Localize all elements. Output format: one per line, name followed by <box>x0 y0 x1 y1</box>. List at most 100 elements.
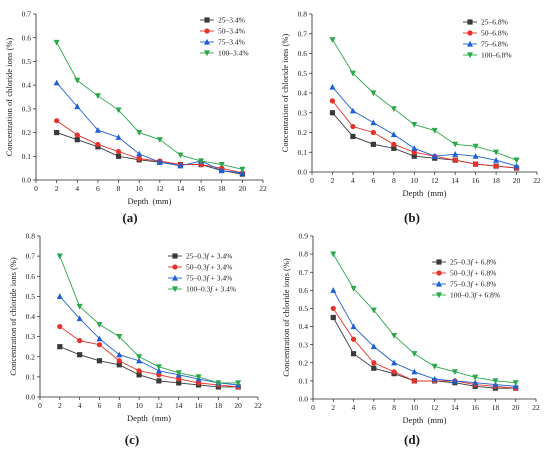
data-point-2-1 <box>350 323 357 330</box>
x-tick-label: 22 <box>533 176 541 185</box>
data-point-1-4 <box>411 149 417 155</box>
x-tick-label: 8 <box>392 403 396 412</box>
x-tick-label: 8 <box>392 176 396 185</box>
x-tick-label: 2 <box>55 184 59 193</box>
data-point-3-5 <box>155 364 162 371</box>
y-tick-label: 0.3 <box>22 104 32 113</box>
data-point-1-0 <box>329 98 336 104</box>
x-tick-label: 12 <box>431 176 439 185</box>
x-tick-label: 8 <box>117 184 121 193</box>
y-tick-label: 0.7 <box>26 252 36 261</box>
data-point-2-2 <box>96 335 103 342</box>
y-tick-label: 0.1 <box>298 148 308 157</box>
x-axis-title: Depth (mm) <box>403 415 447 425</box>
data-point-2-4 <box>136 150 143 157</box>
data-point-3-9 <box>512 380 519 386</box>
x-axis-title: Depth (mm) <box>127 413 171 423</box>
data-point-1-0 <box>57 323 63 330</box>
legend-marker <box>467 52 473 59</box>
x-tick-label: 20 <box>513 176 521 185</box>
y-tick-label: 0.4 <box>22 81 32 90</box>
data-point-1-3 <box>391 369 397 375</box>
series-line-3 <box>332 39 517 161</box>
x-tick-label: 6 <box>371 176 375 185</box>
data-point-2-3 <box>390 131 397 138</box>
x-tick-label: 22 <box>259 184 267 193</box>
legend-label: 75–0.3f + 3.4% <box>186 274 232 283</box>
data-point-3-7 <box>472 374 479 381</box>
panel-label: (a) <box>122 210 137 225</box>
legend-label: 25–6.8% <box>481 18 508 27</box>
data-point-1-5 <box>156 372 162 378</box>
data-point-3-9 <box>239 166 246 173</box>
x-tick-label: 10 <box>135 184 143 193</box>
data-point-2-1 <box>74 103 81 110</box>
y-tick-label: 0.1 <box>299 376 309 385</box>
x-axis-title: Depth (mm) <box>128 196 172 206</box>
data-point-3-5 <box>431 363 438 370</box>
y-tick-label: 0.8 <box>26 232 36 241</box>
x-tick-label: 16 <box>471 403 479 412</box>
y-tick-label: 0.6 <box>26 272 36 281</box>
data-point-3-6 <box>452 141 459 148</box>
legend-label: 75–3.4% <box>218 38 245 47</box>
data-point-1-2 <box>95 141 101 148</box>
legend-marker <box>172 274 178 281</box>
data-point-2-2 <box>94 127 101 133</box>
data-point-3-8 <box>492 378 499 385</box>
data-point-2-8 <box>492 381 499 388</box>
data-point-1-4 <box>136 156 142 162</box>
data-point-3-9 <box>513 157 520 164</box>
y-tick-label: 0.0 <box>298 168 308 177</box>
x-tick-label: 2 <box>331 403 335 412</box>
data-point-0-1 <box>74 137 80 143</box>
data-point-2-3 <box>391 359 398 366</box>
panel-label: (b) <box>404 210 420 225</box>
y-tick-label: 0.8 <box>299 250 309 259</box>
legend-label: 25–0.3f + 3.4% <box>186 252 232 261</box>
data-point-3-3 <box>391 333 398 339</box>
data-point-3-4 <box>136 354 143 360</box>
legend-label: 75–0.3f + 6.8% <box>450 280 496 289</box>
data-point-0-0 <box>329 110 336 116</box>
y-tick-label: 0.0 <box>299 395 309 404</box>
data-point-3-6 <box>177 152 184 159</box>
x-tick-label: 12 <box>156 184 164 193</box>
data-point-0-2 <box>371 365 377 371</box>
series-line-3 <box>56 42 243 170</box>
y-tick-label: 0.3 <box>26 332 36 341</box>
legend-marker <box>467 40 473 47</box>
y-tick-label: 0.7 <box>298 29 308 38</box>
series-line-3 <box>59 255 239 384</box>
x-tick-label: 4 <box>351 176 355 185</box>
data-point-2-5 <box>431 153 438 159</box>
y-tick-label: 0.4 <box>299 322 309 331</box>
series-line-2 <box>332 86 517 167</box>
data-point-3-9 <box>235 380 242 387</box>
y-tick-label: 0.3 <box>299 340 309 349</box>
x-tick-label: 6 <box>372 403 376 412</box>
data-point-2-5 <box>155 367 162 374</box>
y-tick-label: 0.1 <box>26 372 36 381</box>
data-point-2-0 <box>329 83 336 90</box>
data-point-2-7 <box>472 379 479 386</box>
legend-label: 100–3.4% <box>218 49 249 58</box>
x-tick-label: 16 <box>472 176 480 185</box>
x-tick-label: 4 <box>352 403 356 412</box>
data-point-2-9 <box>512 383 519 389</box>
x-tick-label: 2 <box>58 401 62 410</box>
x-tick-label: 8 <box>117 401 121 410</box>
data-point-1-1 <box>350 336 357 342</box>
data-point-2-0 <box>53 79 60 86</box>
x-tick-label: 4 <box>78 401 82 410</box>
data-point-3-8 <box>215 380 222 387</box>
data-point-0-0 <box>57 344 63 350</box>
y-tick-label: 0.2 <box>26 352 36 361</box>
data-point-2-7 <box>472 153 479 159</box>
x-tick-label: 10 <box>135 401 143 410</box>
data-point-3-0 <box>330 251 337 258</box>
data-point-0-4 <box>411 153 417 159</box>
data-point-3-5 <box>431 127 438 134</box>
x-tick-label: 16 <box>195 401 203 410</box>
